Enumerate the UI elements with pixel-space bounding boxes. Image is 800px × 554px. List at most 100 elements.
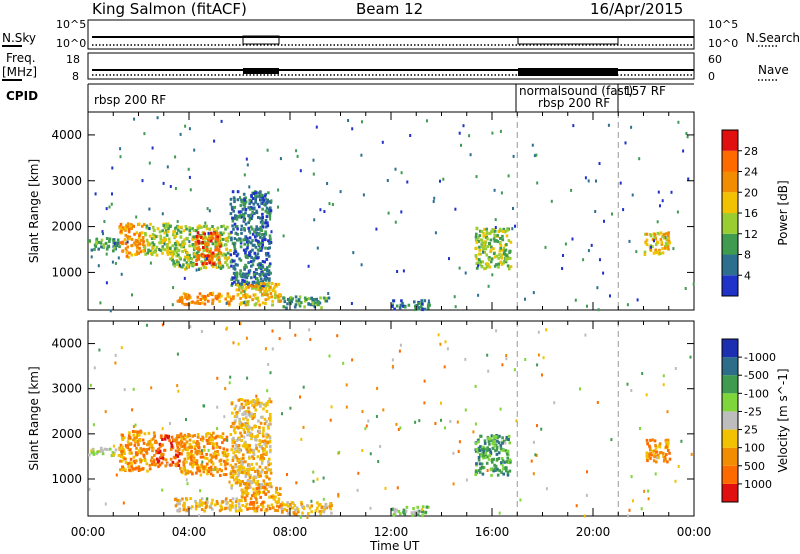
data-cell bbox=[236, 190, 240, 194]
data-cell bbox=[214, 237, 218, 241]
data-cell bbox=[241, 470, 244, 474]
data-cell bbox=[330, 504, 333, 508]
data-cell bbox=[142, 454, 146, 458]
data-cell bbox=[171, 250, 175, 254]
data-cell bbox=[328, 505, 331, 509]
data-cell bbox=[148, 207, 151, 211]
data-cell bbox=[454, 305, 457, 309]
data-cell bbox=[398, 349, 401, 353]
data-cell bbox=[191, 472, 194, 476]
data-cell bbox=[508, 441, 512, 445]
data-cell bbox=[133, 241, 136, 245]
data-cell bbox=[497, 265, 500, 269]
data-cell bbox=[244, 200, 248, 204]
data-cell bbox=[122, 449, 126, 453]
data-cell bbox=[301, 511, 304, 515]
data-cell bbox=[498, 227, 502, 231]
data-cell bbox=[427, 505, 430, 509]
data-cell bbox=[264, 209, 268, 213]
data-cell bbox=[244, 416, 248, 420]
data-cell bbox=[162, 238, 165, 242]
data-cell bbox=[143, 432, 147, 436]
data-cell bbox=[288, 299, 291, 303]
data-cell bbox=[189, 453, 192, 457]
data-cell bbox=[258, 471, 262, 475]
data-cell bbox=[224, 227, 227, 231]
data-cell bbox=[161, 427, 164, 431]
data-cell bbox=[475, 462, 478, 466]
data-cell bbox=[531, 143, 534, 147]
data-cell bbox=[240, 439, 243, 442]
data-cell bbox=[166, 165, 169, 169]
data-cell bbox=[386, 179, 389, 182]
data-cell bbox=[223, 252, 226, 256]
data-cell bbox=[248, 254, 251, 258]
data-cell bbox=[177, 464, 181, 467]
data-cell bbox=[643, 253, 647, 256]
data-cell bbox=[532, 440, 535, 444]
data-cell bbox=[497, 451, 501, 455]
data-cell bbox=[327, 296, 331, 300]
data-cell bbox=[264, 292, 268, 296]
data-cell bbox=[307, 302, 310, 306]
data-cell bbox=[519, 498, 522, 502]
data-cell bbox=[241, 492, 244, 496]
data-cell bbox=[315, 303, 318, 306]
data-cell bbox=[492, 247, 495, 251]
x-tick-label: 16:00 bbox=[475, 525, 510, 539]
data-cell bbox=[587, 249, 590, 253]
data-cell bbox=[667, 234, 670, 238]
data-cell bbox=[237, 436, 241, 440]
data-cell bbox=[294, 303, 298, 307]
data-cell bbox=[262, 236, 265, 240]
data-cell bbox=[490, 434, 494, 438]
data-cell bbox=[204, 295, 207, 299]
data-cell bbox=[666, 232, 669, 236]
data-cell bbox=[497, 457, 501, 460]
data-cell bbox=[248, 456, 251, 460]
data-cell bbox=[314, 509, 318, 513]
data-cell bbox=[235, 278, 238, 282]
data-cell bbox=[256, 279, 260, 283]
data-cell bbox=[452, 482, 455, 486]
data-cell bbox=[489, 450, 493, 454]
data-cell bbox=[256, 256, 259, 260]
data-cell bbox=[514, 224, 516, 228]
data-cell bbox=[186, 435, 189, 439]
data-cell bbox=[448, 257, 450, 261]
data-cell bbox=[264, 203, 267, 207]
data-cell bbox=[195, 443, 199, 447]
data-cell bbox=[643, 489, 646, 493]
station-title: King Salmon (fitACF) bbox=[92, 0, 247, 18]
data-cell bbox=[495, 445, 499, 449]
data-cell bbox=[193, 434, 196, 437]
data-cell bbox=[142, 249, 145, 253]
data-cell bbox=[257, 239, 260, 243]
data-cell bbox=[532, 291, 535, 295]
data-cell bbox=[144, 252, 147, 256]
data-cell bbox=[121, 249, 125, 253]
data-cell bbox=[650, 453, 653, 457]
data-cell bbox=[195, 462, 198, 465]
data-cell bbox=[230, 448, 233, 452]
data-cell bbox=[253, 303, 257, 307]
data-cell bbox=[218, 467, 221, 471]
data-cell bbox=[253, 251, 257, 255]
data-cell bbox=[245, 276, 249, 280]
data-cell bbox=[128, 448, 132, 452]
data-cell bbox=[239, 245, 243, 249]
data-cell bbox=[146, 323, 148, 327]
data-cell bbox=[384, 486, 387, 490]
data-cell bbox=[149, 222, 152, 226]
data-cell bbox=[237, 459, 241, 463]
data-cell bbox=[217, 453, 220, 457]
data-cell bbox=[655, 454, 658, 458]
data-cell bbox=[237, 210, 241, 214]
data-cell bbox=[507, 434, 511, 438]
data-cell bbox=[660, 240, 664, 244]
data-cell bbox=[393, 307, 396, 311]
data-cell bbox=[672, 247, 675, 251]
data-cell bbox=[218, 263, 222, 267]
colorbar-swatch bbox=[722, 339, 738, 358]
data-cell bbox=[381, 140, 384, 144]
